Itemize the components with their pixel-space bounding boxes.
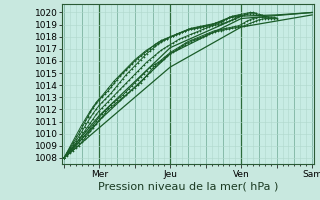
X-axis label: Pression niveau de la mer( hPa ): Pression niveau de la mer( hPa ) bbox=[98, 181, 278, 191]
